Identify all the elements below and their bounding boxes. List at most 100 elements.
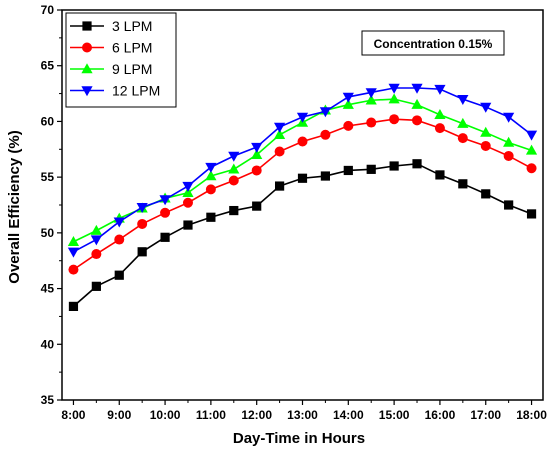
y-tick-label: 65 [41,59,55,73]
data-point-3-lpm [252,201,262,211]
y-tick-label: 35 [41,393,55,407]
data-point-12-lpm [273,122,286,133]
y-tick-label: 60 [41,114,55,128]
data-point-12-lpm [319,107,332,118]
data-point-12-lpm [411,83,423,94]
data-point-6-lpm [480,140,491,151]
data-point-12-lpm [525,130,538,141]
legend-label-3-lpm: 3 LPM [112,18,152,34]
data-point-3-lpm [274,181,285,191]
data-point-9-lpm [365,94,377,105]
data-point-3-lpm [183,220,193,230]
legend-label-9-lpm: 9 LPM [112,61,152,77]
series-layer [67,83,538,311]
data-point-12-lpm [228,151,240,162]
data-point-6-lpm [412,115,423,126]
y-axis-title: Overall Efficiency (%) [6,130,23,283]
annotation-frame [361,30,505,56]
y-tick-label: 40 [41,337,55,351]
data-point-9-lpm [90,224,102,235]
data-point-12-lpm [296,112,309,123]
data-point-6-lpm [366,117,377,128]
legend-marker-6-lpm [82,42,92,53]
data-point-6-lpm [228,175,239,186]
data-point-9-lpm [67,235,80,246]
y-tick-label: 70 [41,3,55,17]
data-point-12-lpm [503,112,515,123]
data-point-6-lpm [389,114,400,125]
legend-marker-3-lpm [82,21,92,31]
data-point-12-lpm [90,235,102,246]
data-point-12-lpm [251,142,263,153]
data-point-3-lpm [412,159,422,169]
data-point-3-lpm [435,170,445,180]
data-point-9-lpm [251,149,263,160]
data-point-9-lpm [457,117,469,128]
data-point-12-lpm [342,92,354,103]
x-axis-title: Day-Time in Hours [233,430,365,447]
data-point-3-lpm [504,200,514,210]
data-point-3-lpm [297,173,308,183]
data-point-9-lpm [228,163,240,174]
legend: 3 LPM 6 LPM 9 LPM 12 LPM [65,12,177,108]
series-3-lpm [68,159,537,311]
data-point-12-lpm [388,83,400,94]
series-12-lpm [67,83,538,258]
data-point-3-lpm [526,209,537,219]
data-point-12-lpm [205,162,217,173]
data-point-3-lpm [389,161,399,171]
data-point-3-lpm [68,301,79,311]
data-point-6-lpm [526,163,537,174]
data-point-12-lpm [136,203,148,214]
data-point-12-lpm [434,84,446,95]
data-point-6-lpm [137,218,148,229]
data-point-3-lpm [91,281,101,291]
data-point-6-lpm [457,133,468,144]
data-point-6-lpm [182,197,193,208]
legend-marker-12-lpm [81,86,93,97]
data-point-6-lpm [343,120,354,131]
legend-label-12-lpm: 12 LPM [112,83,160,99]
x-tick-label: 18:00 [516,408,547,422]
data-point-9-lpm [205,170,217,181]
data-point-12-lpm [457,94,469,105]
data-point-3-lpm [229,205,239,216]
data-point-3-lpm [481,189,491,199]
data-point-12-lpm [182,181,194,192]
data-point-3-lpm [366,164,376,174]
x-tick-label: 17:00 [470,408,501,422]
data-point-9-lpm [182,186,194,197]
y-tick-label: 55 [41,170,55,184]
legend-marker-9-lpm [81,63,93,74]
data-point-12-lpm [67,247,80,258]
axes: 35 40 45 50 55 60 65 70 8:00 9:00 10:00 11:00 12:00 1… [41,3,548,422]
data-point-6-lpm [274,146,285,157]
data-point-6-lpm [251,165,262,176]
x-tick-label: 14:00 [333,408,364,422]
data-point-12-lpm [365,88,377,99]
series-6-lpm [68,114,537,275]
y-tick-label: 45 [41,282,55,296]
data-point-3-lpm [458,179,468,189]
data-point-6-lpm [503,150,514,161]
annotation-text: Concentration 0.15% [374,37,493,51]
data-point-9-lpm [273,129,286,139]
data-point-3-lpm [320,171,331,181]
data-point-9-lpm [503,136,515,147]
data-point-3-lpm [137,247,147,257]
x-tick-label: 15:00 [379,408,410,422]
x-tick-label: 11:00 [196,408,226,422]
annotation-box: Concentration 0.15% [361,30,505,56]
data-point-9-lpm [525,144,538,155]
data-point-6-lpm [114,234,125,245]
x-tick-label: 9:00 [107,408,131,422]
x-tick-label: 10:00 [150,408,181,422]
data-point-6-lpm [297,136,308,147]
x-tick-label: 8:00 [61,408,85,422]
data-point-3-lpm [343,165,353,176]
data-point-9-lpm [411,98,423,109]
data-point-6-lpm [320,129,331,140]
x-tick-label: 16:00 [425,408,456,422]
data-point-9-lpm [388,93,400,104]
